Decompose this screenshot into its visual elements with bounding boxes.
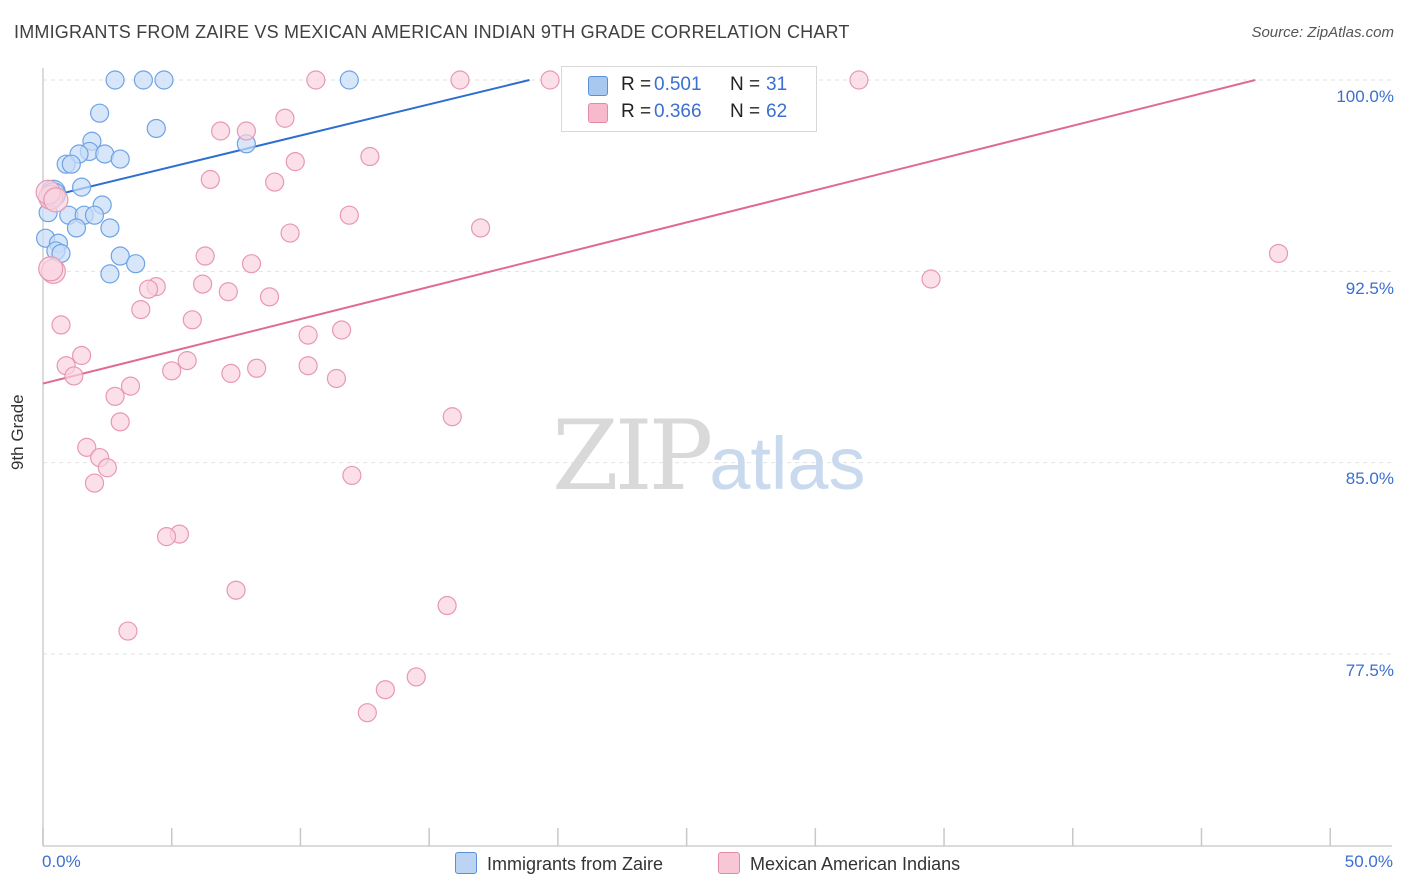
mexican-point: [98, 459, 116, 477]
mexican-point: [1270, 244, 1288, 262]
mexican-point: [183, 311, 201, 329]
mexican-point: [140, 280, 158, 298]
zaire-point: [106, 71, 124, 89]
mexican-point: [343, 466, 361, 484]
mexican-point: [472, 219, 490, 237]
zaire-point: [111, 150, 129, 168]
zaire-point: [67, 219, 85, 237]
mexican-point: [222, 364, 240, 382]
mexican-point: [261, 288, 279, 306]
zaire-point: [134, 71, 152, 89]
mexican-point: [73, 347, 91, 365]
mexican-point: [201, 170, 219, 188]
n-label: N =: [730, 74, 760, 96]
r-label: R =: [621, 74, 651, 96]
zaire-point: [85, 206, 103, 224]
mexican-point: [333, 321, 351, 339]
y-tick-label: 100.0%: [1336, 87, 1394, 107]
y-tick-label: 92.5%: [1346, 279, 1394, 299]
mexican-point: [438, 597, 456, 615]
mexican-point: [39, 257, 63, 281]
x-tick-label-max: 50.0%: [1345, 852, 1393, 872]
mexican-point: [299, 357, 317, 375]
mexican-point: [65, 367, 83, 385]
n-label: N =: [730, 101, 760, 123]
watermark: ZIPatlas: [552, 400, 866, 512]
zaire-point: [101, 219, 119, 237]
mexican-point: [922, 270, 940, 288]
zaire-point: [340, 71, 358, 89]
n-value: 31: [766, 74, 787, 96]
zaire-trend-line: [46, 80, 530, 197]
mexican-point: [227, 581, 245, 599]
y-tick-label: 85.0%: [1346, 469, 1394, 489]
mexican-point: [281, 224, 299, 242]
chart-title: IMMIGRANTS FROM ZAIRE VS MEXICAN AMERICA…: [14, 22, 850, 43]
data-points: [36, 71, 1287, 722]
mexican-point: [248, 359, 266, 377]
watermark-atlas: atlas: [709, 422, 865, 505]
mexican-point: [132, 301, 150, 319]
mexican-point: [44, 188, 68, 212]
bottom-legend-zaire[interactable]: Immigrants from Zaire: [455, 852, 663, 875]
mexican-point: [237, 122, 255, 140]
mexican-point: [358, 704, 376, 722]
bottom-legend-label: Immigrants from Zaire: [487, 854, 663, 874]
mexican-point: [178, 352, 196, 370]
mexican-point: [276, 109, 294, 127]
mexican-point: [376, 681, 394, 699]
mexican-point: [340, 206, 358, 224]
mexican-point: [451, 71, 469, 89]
mexican-point: [194, 275, 212, 293]
mexican-point: [286, 153, 304, 171]
x-tick-label-min: 0.0%: [42, 852, 81, 872]
bottom-legend-mexican[interactable]: Mexican American Indians: [718, 852, 960, 875]
x-axis-ticks: [43, 828, 1330, 846]
bottom-legend-swatch-mexican: [718, 852, 740, 874]
legend-swatch-mexican: [588, 103, 608, 123]
zaire-point: [91, 104, 109, 122]
mexican-point: [850, 71, 868, 89]
mexican-point: [361, 148, 379, 166]
y-tick-label: 77.5%: [1346, 661, 1394, 681]
r-label: R =: [621, 101, 651, 123]
mexican-point: [299, 326, 317, 344]
mexican-point: [541, 71, 559, 89]
mexican-point: [52, 316, 70, 334]
mexican-point: [111, 413, 129, 431]
zaire-point: [155, 71, 173, 89]
mexican-point: [106, 387, 124, 405]
mexican-point: [242, 255, 260, 273]
stats-legend: R = 0.501 N = 31 R = 0.366 N = 62: [561, 66, 817, 132]
grid-lines: [43, 80, 1392, 654]
zaire-point: [62, 155, 80, 173]
zaire-point: [101, 265, 119, 283]
source-label: Source: ZipAtlas.com: [1251, 24, 1394, 41]
r-value: 0.366: [654, 101, 702, 123]
r-value: 0.501: [654, 74, 702, 96]
mexican-point: [119, 622, 137, 640]
watermark-zip: ZIP: [552, 400, 709, 512]
bottom-legend-label: Mexican American Indians: [750, 854, 960, 874]
mexican-point: [122, 377, 140, 395]
zaire-point: [73, 178, 91, 196]
mexican-point: [327, 369, 345, 387]
legend-swatch-zaire: [588, 76, 608, 96]
mexican-point: [307, 71, 325, 89]
mexican-point: [443, 408, 461, 426]
mexican-point: [163, 362, 181, 380]
mexican-point: [219, 283, 237, 301]
mexican-point: [212, 122, 230, 140]
zaire-point: [147, 119, 165, 137]
n-value: 62: [766, 101, 787, 123]
mexican-point: [407, 668, 425, 686]
zaire-point: [127, 255, 145, 273]
mexican-point: [196, 247, 214, 265]
y-axis-label: 9th Grade: [8, 394, 28, 470]
mexican-point: [266, 173, 284, 191]
bottom-legend-swatch-zaire: [455, 852, 477, 874]
mexican-point: [85, 474, 103, 492]
mexican-point: [158, 528, 176, 546]
